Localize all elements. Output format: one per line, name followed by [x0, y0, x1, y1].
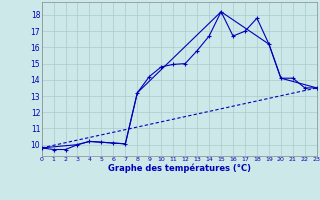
X-axis label: Graphe des températures (°C): Graphe des températures (°C) — [108, 164, 251, 173]
